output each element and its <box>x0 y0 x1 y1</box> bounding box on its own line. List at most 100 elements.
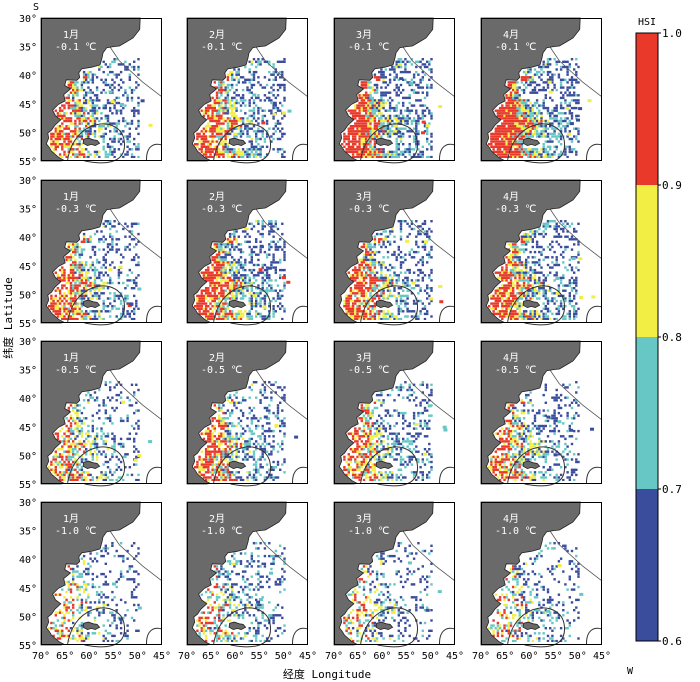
hsi-cell <box>72 279 75 282</box>
hsi-cell <box>241 101 245 105</box>
hsi-cell <box>365 150 368 154</box>
hsi-cell <box>226 271 230 274</box>
hsi-cell <box>373 302 377 305</box>
hsi-cell <box>362 258 366 262</box>
hsi-cell <box>244 112 247 115</box>
hsi-cell <box>82 117 86 120</box>
hsi-cell <box>246 135 249 138</box>
hsi-cell <box>373 238 377 241</box>
hsi-cell <box>226 263 230 267</box>
hsi-cell <box>85 78 88 81</box>
hsi-cell <box>494 299 497 303</box>
hsi-cell <box>397 114 400 118</box>
hsi-cell <box>362 130 366 133</box>
hsi-cell <box>505 292 508 295</box>
hsi-cell <box>76 276 79 280</box>
hsi-cell <box>494 130 497 133</box>
hsi-cell <box>378 276 381 280</box>
hsi-cell <box>371 112 374 115</box>
hsi-cell <box>349 287 353 290</box>
hsi-cell <box>380 101 383 105</box>
hsi-cell <box>235 279 238 282</box>
hsi-cell <box>531 76 534 79</box>
hsi-cell <box>378 125 381 128</box>
hsi-cell <box>106 245 110 249</box>
hsi-cell <box>239 312 243 316</box>
hsi-cell <box>133 222 136 225</box>
hsi-cell <box>63 150 66 154</box>
hsi-cell <box>259 271 262 274</box>
hsi-cell <box>215 148 219 151</box>
hsi-cell <box>265 130 269 133</box>
hsi-cell <box>375 88 379 92</box>
hsi-cell <box>393 240 396 243</box>
hsi-cell <box>63 127 66 130</box>
hsi-cell <box>553 132 556 136</box>
hsi-cell <box>404 122 407 125</box>
hsi-cell <box>211 135 214 138</box>
hsi-cell <box>76 305 79 308</box>
hsi-cell <box>220 83 223 87</box>
hsi-cell <box>119 261 123 264</box>
hsi-cell <box>503 305 506 308</box>
hsi-cell <box>538 65 541 69</box>
hsi-cell <box>408 284 411 287</box>
hsi-cell <box>65 117 68 120</box>
hsi-cell <box>248 312 251 316</box>
hsi-cell <box>395 274 398 277</box>
panel-temp-label: -0.1 ℃ <box>55 42 96 53</box>
hsi-cell <box>371 114 374 118</box>
hsi-cell <box>496 137 500 141</box>
hsi-cell <box>354 268 357 272</box>
hsi-cell <box>82 240 86 243</box>
hsi-cell <box>388 263 392 267</box>
hsi-cell <box>89 292 92 295</box>
hsi-cell <box>52 310 55 313</box>
hsi-cell <box>250 119 253 123</box>
hsi-cell <box>358 292 361 295</box>
hsi-cell <box>218 135 221 138</box>
hsi-cell <box>564 150 567 154</box>
hsi-cell <box>533 73 537 76</box>
hsi-cell <box>82 287 86 290</box>
hsi-cell <box>498 287 502 290</box>
hsi-cell <box>410 256 414 259</box>
hsi-cell <box>587 99 592 103</box>
hsi-cell <box>61 117 64 120</box>
hsi-cell <box>257 117 260 120</box>
hsi-cell <box>209 150 212 154</box>
hsi-cell <box>373 312 377 316</box>
hsi-cell <box>237 289 240 292</box>
hsi-cell <box>211 310 214 313</box>
hsi-cell <box>382 122 385 125</box>
hsi-cell <box>412 73 416 76</box>
hsi-cell <box>525 109 528 112</box>
hsi-cell <box>270 299 273 303</box>
hsi-cell <box>69 248 73 251</box>
hsi-cell <box>512 132 515 136</box>
hsi-cell <box>76 310 79 313</box>
hsi-cell <box>553 135 556 138</box>
zone-boundary <box>586 143 603 162</box>
hsi-cell <box>74 312 77 316</box>
hsi-cell <box>255 238 258 241</box>
hsi-cell <box>356 289 359 292</box>
hsi-cell <box>518 140 521 143</box>
hsi-cell <box>399 238 403 241</box>
hsi-cell <box>106 65 110 69</box>
hsi-cell <box>226 117 230 120</box>
hsi-cell <box>349 299 353 303</box>
hsi-cell <box>503 148 506 151</box>
hsi-cell <box>516 119 519 123</box>
hsi-cell <box>56 302 60 305</box>
hsi-cell <box>113 135 116 138</box>
hsi-cell <box>211 305 214 308</box>
hsi-cell <box>380 135 383 138</box>
hsi-cell <box>423 65 427 69</box>
hsi-cell <box>367 305 370 308</box>
hsi-cell <box>430 86 433 89</box>
hsi-cell <box>402 70 405 74</box>
hsi-cell <box>67 276 70 280</box>
hsi-cell <box>402 256 405 259</box>
hsi-cell <box>226 279 230 282</box>
